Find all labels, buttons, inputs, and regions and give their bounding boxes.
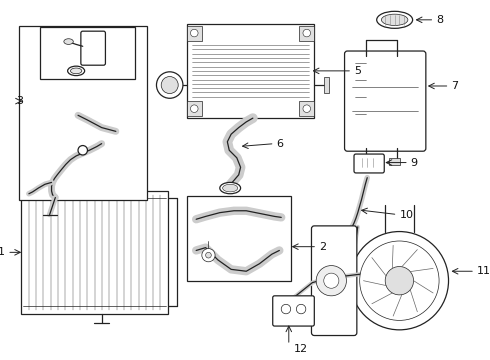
Text: 5: 5: [354, 66, 361, 76]
Bar: [389, 158, 400, 165]
FancyBboxPatch shape: [344, 51, 426, 151]
Circle shape: [385, 266, 414, 295]
Circle shape: [161, 77, 178, 94]
Bar: [187, 101, 202, 116]
Bar: [299, 101, 314, 116]
FancyBboxPatch shape: [81, 31, 105, 65]
Text: 9: 9: [411, 158, 418, 167]
Circle shape: [202, 248, 215, 262]
Ellipse shape: [64, 39, 74, 44]
Text: 4: 4: [42, 30, 49, 40]
Ellipse shape: [222, 184, 238, 192]
Text: 2: 2: [319, 242, 326, 252]
Bar: [20, 26, 147, 201]
Circle shape: [78, 145, 88, 155]
Circle shape: [191, 29, 198, 37]
Circle shape: [156, 72, 183, 98]
Bar: [187, 195, 291, 281]
Ellipse shape: [377, 11, 413, 28]
Circle shape: [324, 273, 339, 288]
Circle shape: [350, 231, 448, 330]
Text: 1: 1: [0, 247, 5, 257]
Text: 6: 6: [276, 139, 284, 149]
Text: 10: 10: [399, 210, 414, 220]
Ellipse shape: [220, 183, 241, 194]
Bar: [359, 158, 370, 165]
Text: 7: 7: [451, 81, 459, 91]
Circle shape: [316, 266, 346, 296]
Circle shape: [360, 241, 439, 320]
Text: 8: 8: [436, 15, 443, 25]
Circle shape: [206, 252, 211, 258]
Circle shape: [281, 304, 291, 314]
Bar: [299, 26, 314, 41]
Bar: [324, 77, 329, 93]
Circle shape: [191, 105, 198, 112]
Ellipse shape: [71, 68, 82, 74]
Text: 12: 12: [294, 344, 308, 354]
Ellipse shape: [381, 14, 408, 26]
FancyBboxPatch shape: [354, 154, 384, 173]
FancyBboxPatch shape: [312, 226, 357, 336]
Circle shape: [303, 29, 311, 37]
Bar: [187, 26, 202, 41]
Text: 11: 11: [477, 266, 490, 276]
Circle shape: [303, 105, 311, 112]
Bar: [40, 27, 135, 79]
Ellipse shape: [68, 66, 85, 76]
Bar: [187, 24, 314, 118]
Circle shape: [296, 304, 306, 314]
Text: 3: 3: [17, 96, 24, 106]
FancyBboxPatch shape: [273, 296, 314, 326]
Bar: [21, 191, 168, 314]
